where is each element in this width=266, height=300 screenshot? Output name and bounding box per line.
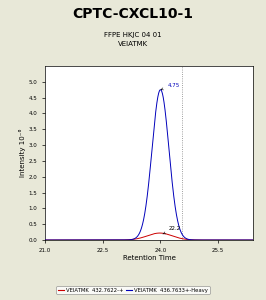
Legend: VEIATMK  432.7622-+, VEIATMK  436.7633+-Heavy: VEIATMK 432.7622-+, VEIATMK 436.7633+-He…: [56, 286, 210, 294]
Text: 22.2: 22.2: [163, 226, 180, 234]
Y-axis label: Intensity 10⁻⁶: Intensity 10⁻⁶: [19, 129, 26, 177]
Text: CPTC-CXCL10-1: CPTC-CXCL10-1: [73, 8, 193, 22]
Text: 4.75: 4.75: [161, 83, 180, 90]
Text: VEIATMK: VEIATMK: [118, 40, 148, 46]
X-axis label: Retention Time: Retention Time: [123, 255, 175, 261]
Text: FFPE HKJC 04 01: FFPE HKJC 04 01: [104, 32, 162, 38]
